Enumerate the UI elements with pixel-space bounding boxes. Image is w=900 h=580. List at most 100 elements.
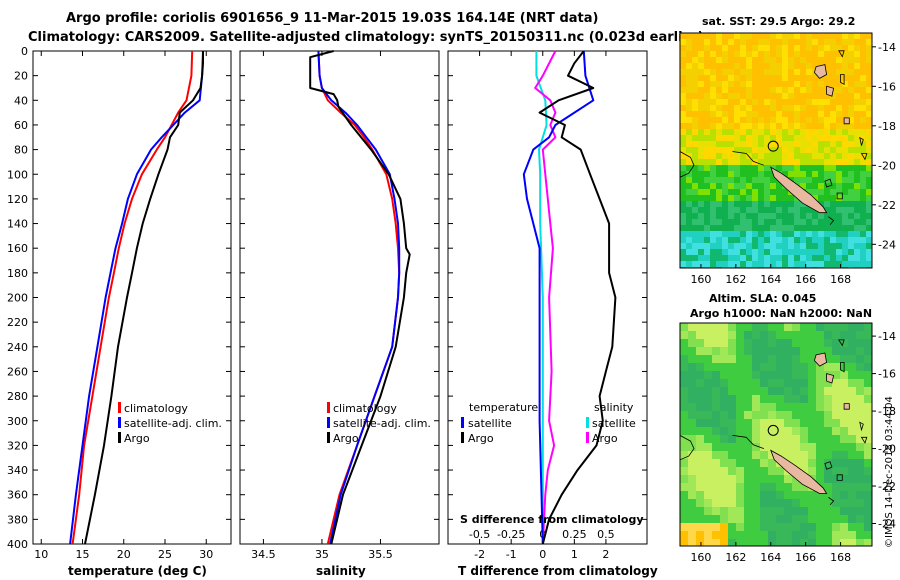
- sla-cell: [680, 499, 688, 507]
- sst-cell: [692, 201, 698, 207]
- map-y-tick-label: -20: [878, 159, 896, 172]
- sla-cell: [760, 507, 768, 515]
- sst-cell: [854, 33, 860, 39]
- sla-cell: [744, 491, 752, 499]
- sst-cell: [740, 33, 746, 39]
- sla-cell: [704, 371, 712, 379]
- sst-cell: [800, 75, 806, 81]
- sst-cell: [728, 117, 734, 123]
- sla-cell: [688, 355, 696, 363]
- sla-cell: [864, 395, 872, 403]
- sst-cell: [746, 165, 752, 171]
- sst-cell: [698, 249, 704, 255]
- sst-cell: [704, 159, 710, 165]
- sst-cell: [722, 153, 728, 159]
- sla-cell: [864, 443, 872, 451]
- sst-cell: [758, 195, 764, 201]
- sst-cell: [788, 81, 794, 87]
- sla-cell: [848, 531, 856, 539]
- sla-cell: [784, 515, 792, 523]
- sst-cell: [680, 219, 686, 225]
- island-new-caledonia: [770, 166, 828, 214]
- sst-cell: [776, 261, 782, 267]
- sla-cell: [800, 427, 808, 435]
- header-line1: Argo profile: coriolis 6901656_9 11-Mar-…: [66, 11, 598, 26]
- sst-cell: [866, 39, 872, 45]
- sst-cell: [728, 225, 734, 231]
- sla-cell: [856, 331, 864, 339]
- sla-cell: [696, 387, 704, 395]
- sla-cell: [704, 539, 712, 546]
- sla-cell: [752, 347, 760, 355]
- sst-cell: [716, 171, 722, 177]
- sst-cell: [818, 237, 824, 243]
- sla-map-yticks: -14-16-18-20-22-24: [872, 330, 896, 531]
- sst-cell: [824, 189, 830, 195]
- sla-cell: [800, 515, 808, 523]
- sla-cell: [752, 331, 760, 339]
- sla-cell: [816, 347, 824, 355]
- sst-cell: [752, 39, 758, 45]
- sla-cell: [760, 331, 768, 339]
- sst-cell: [716, 153, 722, 159]
- temperature-legend: climatology satellite-adj. clim. Argo: [118, 402, 222, 445]
- sla-cell: [680, 363, 688, 371]
- sla-cell: [800, 419, 808, 427]
- sst-cell: [716, 243, 722, 249]
- x-tick-label: 30: [199, 548, 213, 561]
- sla-cell: [784, 339, 792, 347]
- sst-cell: [812, 225, 818, 231]
- legend-swatch-argo: [118, 432, 121, 443]
- sst-cell: [806, 237, 812, 243]
- sla-cell: [680, 515, 688, 523]
- sst-cell: [698, 45, 704, 51]
- sla-cell: [808, 371, 816, 379]
- legend-swatch-satellite: [118, 417, 121, 428]
- sla-cell: [728, 419, 736, 427]
- sst-cell: [812, 45, 818, 51]
- sst-cell: [722, 231, 728, 237]
- sla-cell: [824, 523, 832, 531]
- sla-cell: [840, 427, 848, 435]
- sst-cell: [830, 171, 836, 177]
- sst-cell: [848, 63, 854, 69]
- sst-cell: [824, 195, 830, 201]
- salinity-lines: [309, 50, 411, 545]
- sst-cell: [818, 183, 824, 189]
- sst-cell: [686, 39, 692, 45]
- sla-cell: [840, 523, 848, 531]
- sla-cell: [696, 363, 704, 371]
- sla-cell: [832, 427, 840, 435]
- sst-cell: [860, 165, 866, 171]
- sst-cell: [734, 243, 740, 249]
- sst-cell: [818, 261, 824, 267]
- sst-cell: [722, 75, 728, 81]
- sst-heatmap: [680, 33, 872, 268]
- sst-cell: [740, 237, 746, 243]
- sst-cell: [710, 213, 716, 219]
- sst-cell: [812, 135, 818, 141]
- sst-cell: [692, 177, 698, 183]
- sst-cell: [710, 63, 716, 69]
- sst-cell: [734, 219, 740, 225]
- sla-cell: [752, 419, 760, 427]
- sst-cell: [686, 261, 692, 267]
- sst-cell: [728, 51, 734, 57]
- depth-tick-label: 240: [7, 341, 28, 354]
- sst-cell: [848, 195, 854, 201]
- sst-cell: [824, 255, 830, 261]
- sst-cell: [830, 123, 836, 129]
- sst-cell: [776, 57, 782, 63]
- sst-cell: [686, 105, 692, 111]
- sst-cell: [764, 201, 770, 207]
- sla-cell: [688, 499, 696, 507]
- sla-cell: [864, 387, 872, 395]
- sst-cell: [794, 93, 800, 99]
- sla-cell: [688, 483, 696, 491]
- sst-cell: [836, 141, 842, 147]
- sla-cell: [816, 419, 824, 427]
- sst-cell: [866, 99, 872, 105]
- sst-cell: [698, 225, 704, 231]
- sla-cell: [696, 443, 704, 451]
- sst-cell: [800, 237, 806, 243]
